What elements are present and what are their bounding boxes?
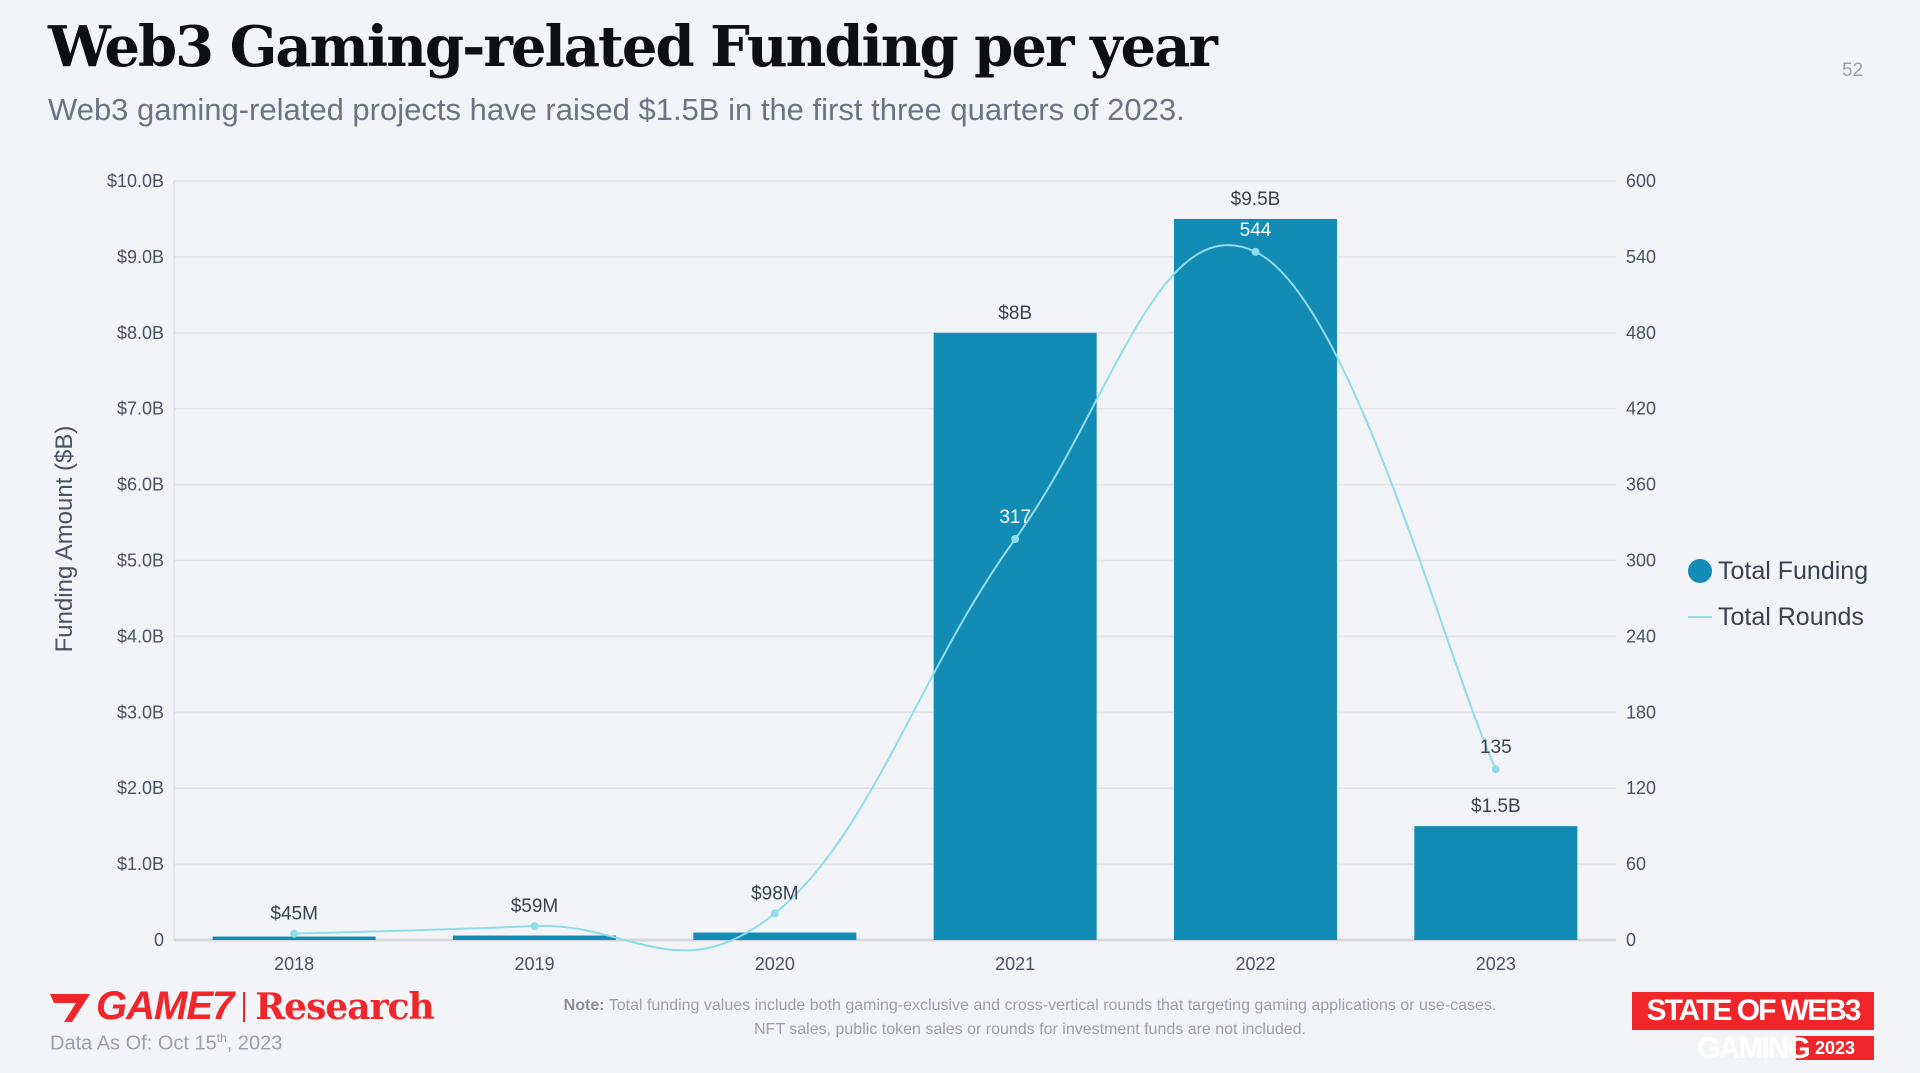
badge-title: STATE OF WEB3 GAMING [1632,992,1874,1065]
funding-data-label: $98M [751,883,799,904]
x-tick-label: 2020 [755,954,795,974]
x-tick-label: 2022 [1235,954,1275,974]
y2-tick-label: 120 [1626,778,1656,798]
rounds-point-2023 [1491,765,1500,774]
rounds-point-2018 [290,929,299,938]
bar-2019 [453,935,616,940]
rounds-data-label: 135 [1480,737,1512,758]
y-tick-label: $3.0B [117,702,164,722]
funding-data-label: $8B [998,303,1032,324]
note-label: Note: [563,997,605,1014]
bar-2023 [1414,826,1578,940]
funding-data-label: $1.5B [1471,796,1521,817]
chart-legend: Total Funding Total Rounds [1688,548,1868,640]
page-title: Web3 Gaming-related Funding per year [48,14,1218,80]
y-tick-label: $10.0B [107,171,164,191]
x-tick-label: 2018 [274,954,314,974]
x-tick-label: 2019 [514,954,554,974]
y-tick-label: $7.0B [117,399,164,419]
footnote: Note: Total funding values include both … [520,994,1540,1042]
legend-line-icon [1688,616,1712,618]
rounds-point-2020 [770,909,779,918]
bar-2021 [933,332,1097,940]
y2-tick-label: 600 [1626,171,1656,191]
y-tick-label: $2.0B [117,778,164,798]
rounds-point-2019 [530,922,539,931]
legend-item-total-rounds: Total Rounds [1688,594,1868,640]
game7-research-logo: GAME7 Research [50,984,435,1029]
funding-data-label: $9.5B [1231,189,1281,210]
y2-tick-label: 0 [1626,930,1636,950]
bar-2020 [693,932,857,940]
page-subtitle: Web3 gaming-related projects have raised… [48,92,1185,127]
legend-label: Total Funding [1718,556,1869,585]
logo-game7: GAME7 [96,984,234,1028]
badge-year: 2023 [1796,1036,1874,1060]
funding-data-label: $59M [511,896,559,917]
y2-tick-label: 420 [1626,399,1656,419]
y2-tick-label: 300 [1626,551,1656,571]
logo-separator [243,991,246,1022]
note-line-1: Total funding values include both gaming… [608,997,1497,1014]
rounds-point-2022 [1251,247,1260,256]
x-tick-label: 2021 [995,954,1035,974]
funding-data-label: $45M [270,904,318,925]
y-tick-label: $1.0B [117,854,164,874]
y-tick-label: 0 [154,930,164,950]
legend-dot-icon [1688,559,1712,583]
bar-2022 [1174,218,1337,940]
x-tick-label: 2023 [1476,954,1516,974]
legend-item-total-funding: Total Funding [1688,548,1868,594]
y2-tick-label: 540 [1626,247,1656,267]
rounds-point-2021 [1011,534,1020,543]
y-tick-label: $8.0B [117,323,164,343]
as-of-sup: th [216,1031,227,1045]
legend-label: Total Rounds [1718,602,1864,631]
game7-mark-icon [50,993,90,1022]
y-tick-label: $9.0B [117,247,164,267]
y2-tick-label: 60 [1626,854,1646,874]
y-tick-label: $5.0B [117,551,164,571]
as-of-text: Data As Of: Oct 15 [50,1032,217,1055]
bar-2018 [212,936,376,940]
y2-tick-label: 240 [1626,626,1656,646]
y2-tick-label: 360 [1626,475,1656,495]
y-tick-label: $4.0B [117,626,164,646]
rounds-data-label: 317 [999,507,1031,528]
data-as-of: Data As Of: Oct 15th, 2023 [50,1031,282,1056]
page-number: 52 [1842,60,1864,81]
y-tick-label: $6.0B [117,475,164,495]
y2-tick-label: 180 [1626,702,1656,722]
rounds-data-label: 544 [1240,220,1272,241]
state-of-web3-gaming-badge: STATE OF WEB3 GAMING 2023 [1632,992,1874,1065]
as-of-year: , 2023 [226,1032,283,1055]
y-axis-label: Funding Amount ($B) [51,426,78,653]
y2-tick-label: 480 [1626,323,1656,343]
note-line-2: NFT sales, public token sales or rounds … [754,1021,1306,1038]
logo-research: Research [255,985,434,1028]
